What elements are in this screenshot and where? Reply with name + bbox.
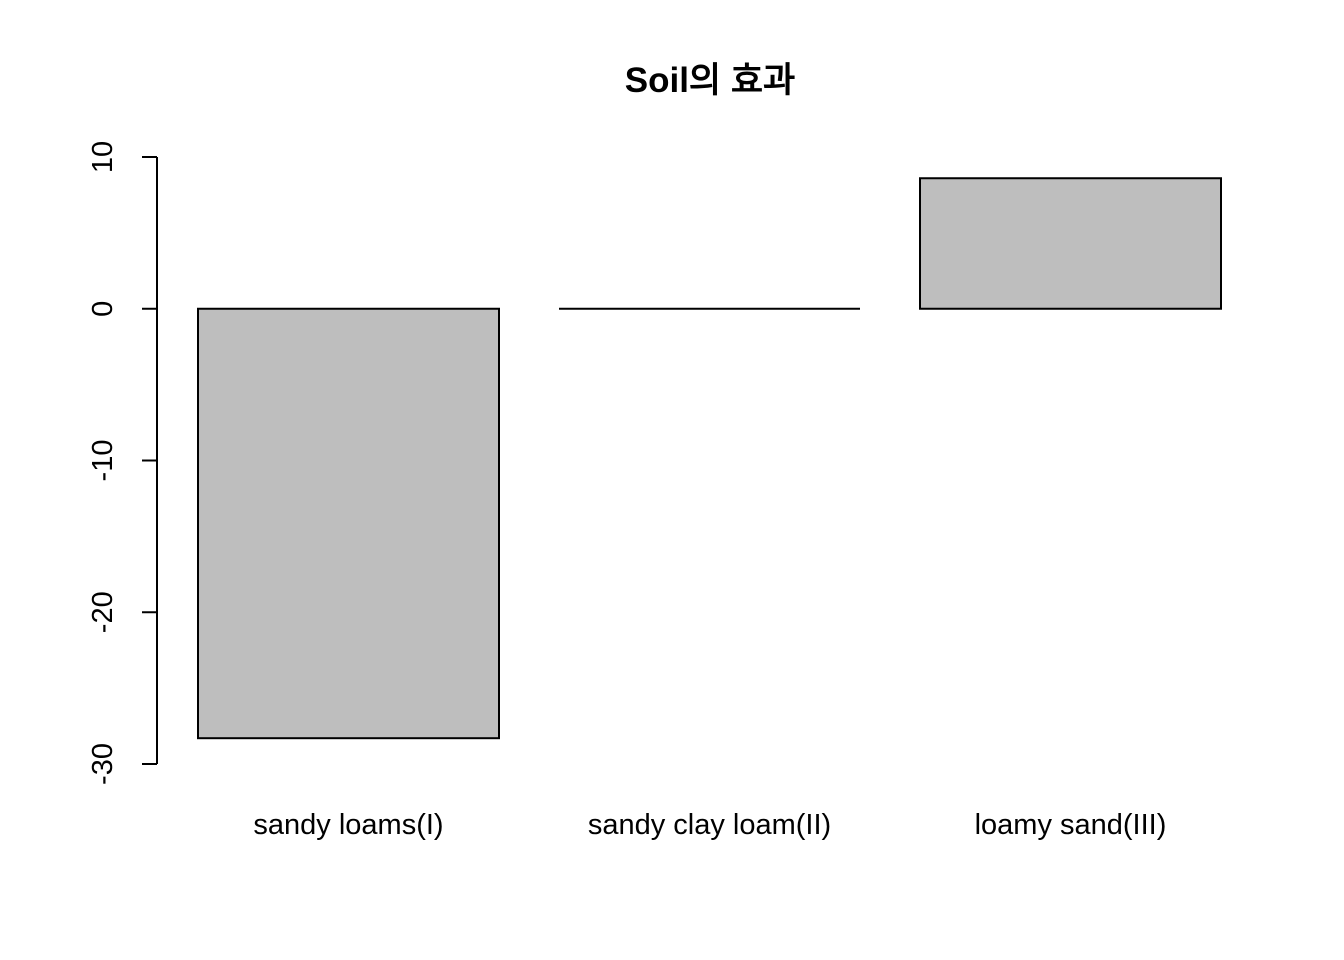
x-axis-labels: sandy loams(I) sandy clay loam(II) loamy s… — [253, 809, 1166, 841]
x-category-label: loamy sand(III) — [975, 809, 1167, 841]
bars-group — [197, 177, 1222, 740]
x-category-label: sandy clay loam(II) — [588, 809, 831, 841]
y-tick-label: -30 — [87, 743, 119, 785]
bar — [197, 307, 500, 740]
bar — [919, 177, 1222, 310]
y-tick-label: -20 — [87, 591, 119, 633]
y-tick-label: 10 — [87, 141, 119, 173]
y-tick-label: -10 — [87, 440, 119, 482]
chart-title: Soil의 효과 — [625, 61, 796, 100]
y-axis: -30 -20 -10 0 10 — [87, 141, 158, 785]
y-tick-label: 0 — [87, 301, 119, 317]
x-category-label: sandy loams(I) — [253, 809, 443, 841]
